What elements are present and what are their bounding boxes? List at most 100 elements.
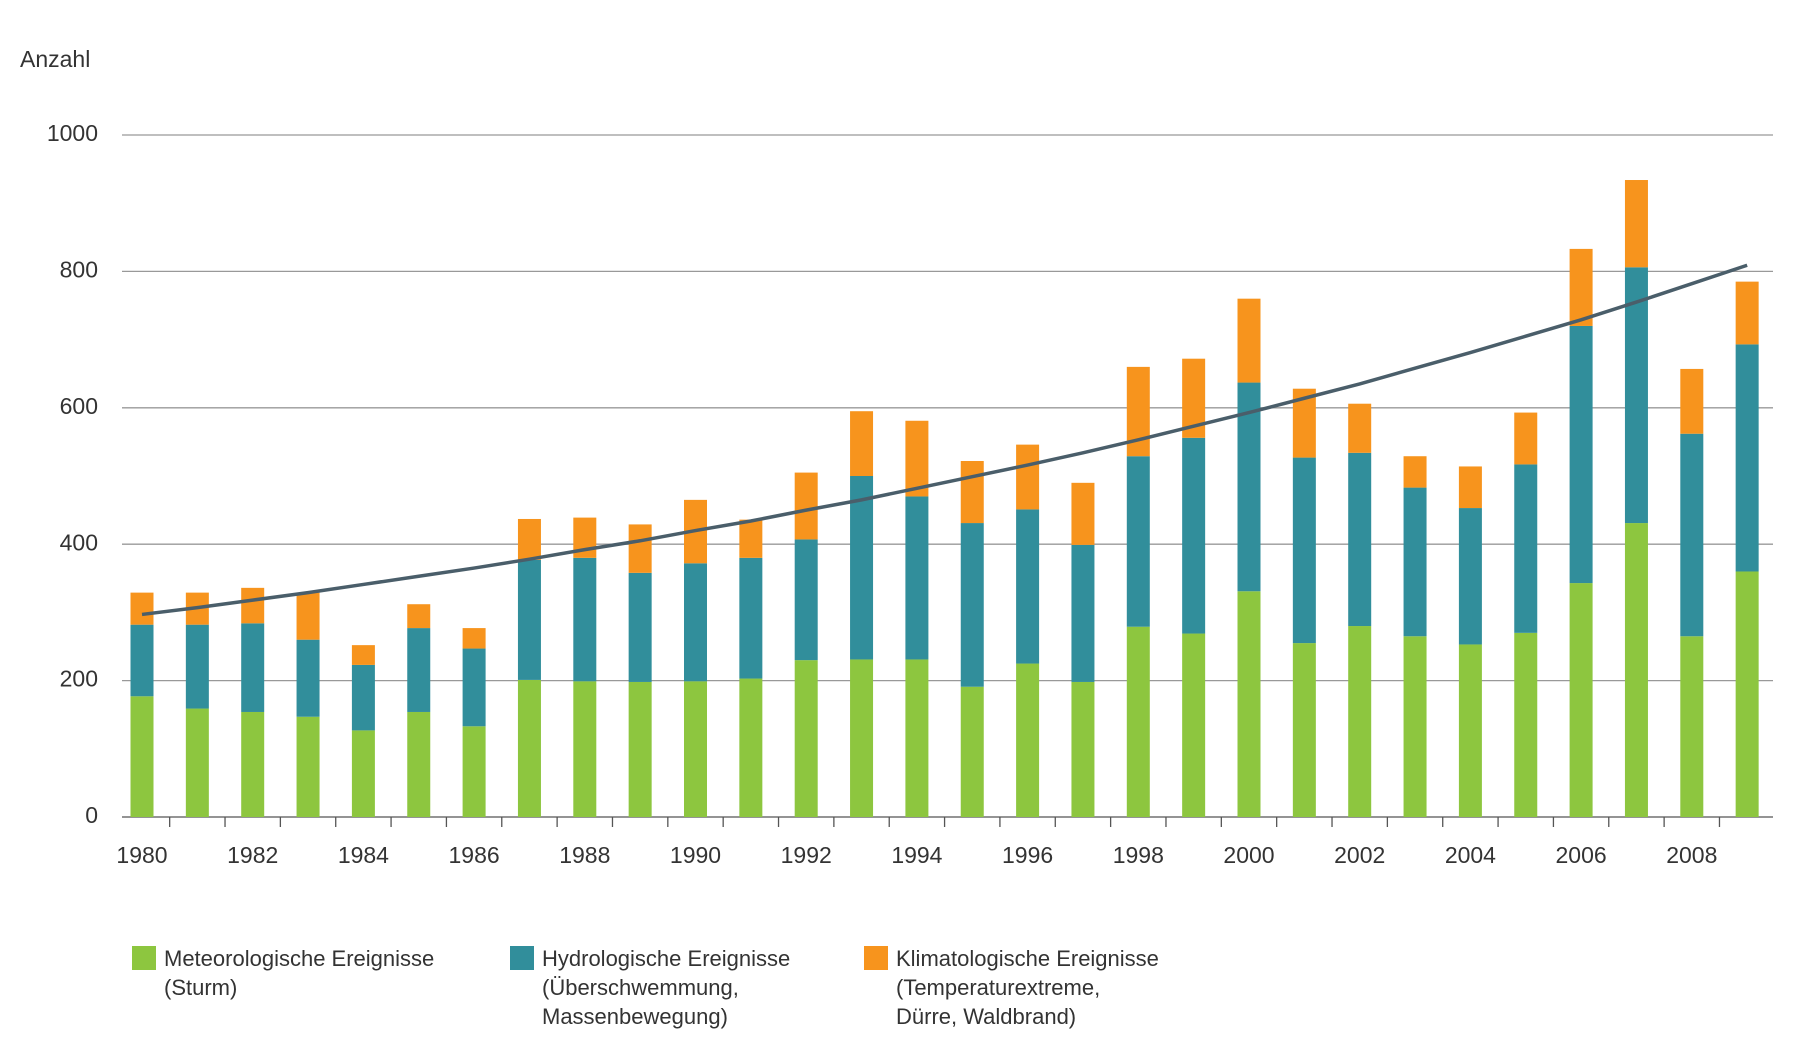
bar-segment — [739, 519, 763, 558]
bar-segment — [1126, 456, 1150, 627]
bar-segment — [407, 604, 431, 629]
bar-segment — [1071, 482, 1095, 545]
bar-segment — [241, 587, 265, 624]
bar-segment — [1735, 344, 1759, 572]
x-tick-label: 1994 — [891, 842, 942, 868]
legend-item: Meteorologische Ereignisse (Sturm) — [132, 944, 434, 1002]
x-tick-label: 1998 — [1113, 842, 1164, 868]
x-tick-label: 2002 — [1334, 842, 1385, 868]
bar-segment — [1237, 591, 1261, 817]
bar-segment — [573, 681, 597, 817]
bar-segment — [351, 664, 375, 731]
bar-segment — [1680, 636, 1704, 817]
x-tick-label: 2000 — [1223, 842, 1274, 868]
bar-segment — [794, 539, 818, 661]
bar-segment — [1182, 358, 1206, 438]
bar-segment — [517, 559, 541, 680]
x-tick-label: 1992 — [781, 842, 832, 868]
bar-segment — [517, 679, 541, 817]
bar-segment — [1348, 626, 1372, 817]
bar-segment — [1569, 248, 1593, 326]
bar-segment — [1735, 571, 1759, 817]
bar-segment — [241, 711, 265, 817]
bar-segment — [1569, 325, 1593, 584]
bar-segment — [1624, 523, 1648, 817]
bar-segment — [850, 659, 874, 817]
bar-segment — [1016, 444, 1040, 510]
y-tick-label: 1000 — [47, 120, 98, 146]
bar-segment — [462, 726, 486, 817]
y-tick-label: 200 — [60, 666, 98, 692]
bar-segment — [1182, 633, 1206, 817]
bar-segment — [351, 730, 375, 817]
bar-segment — [794, 472, 818, 540]
bar-segment — [130, 696, 154, 817]
bar-segment — [185, 708, 209, 817]
bar-segment — [960, 686, 984, 817]
x-tick-label: 1980 — [116, 842, 167, 868]
legend-swatch — [864, 946, 888, 970]
bar-segment — [1403, 636, 1427, 817]
bar-segment — [905, 659, 929, 817]
bar-segment — [1458, 466, 1482, 509]
bar-segment — [351, 645, 375, 665]
legend-label: Klimatologische Ereignisse (Temperaturex… — [896, 946, 1159, 1029]
legend-swatch — [510, 946, 534, 970]
bar-segment — [462, 628, 486, 649]
y-tick-label: 600 — [60, 393, 98, 419]
y-tick-label: 400 — [60, 529, 98, 555]
bar-segment — [1348, 452, 1372, 627]
bar-segment — [1071, 681, 1095, 817]
bar-segment — [960, 460, 984, 524]
x-tick-label: 1988 — [559, 842, 610, 868]
y-tick-label: 800 — [60, 256, 98, 282]
bar-segment — [296, 639, 320, 717]
x-tick-label: 1984 — [338, 842, 389, 868]
bar-segment — [1403, 487, 1427, 637]
bar-segment — [628, 524, 652, 573]
bar-segment — [1016, 509, 1040, 664]
bar-segment — [185, 624, 209, 709]
bar-segment — [1182, 437, 1206, 634]
bar-segment — [1624, 180, 1648, 268]
x-tick-label: 1990 — [670, 842, 721, 868]
bar-segment — [1237, 382, 1261, 592]
bar-segment — [1458, 508, 1482, 645]
legend-item: Klimatologische Ereignisse (Temperaturex… — [864, 944, 1159, 1031]
bar-segment — [1569, 583, 1593, 817]
bar-segment — [241, 623, 265, 712]
bar-segment — [1514, 464, 1538, 633]
bar-segment — [1624, 267, 1648, 524]
bar-segment — [1016, 663, 1040, 817]
bar-segment — [850, 476, 874, 660]
y-axis-label: Anzahl — [20, 46, 90, 72]
bar-segment — [1403, 456, 1427, 488]
bar-segment — [573, 557, 597, 682]
legend-item: Hydrologische Ereignisse (Überschwemmung… — [510, 944, 790, 1031]
legend-label: Meteorologische Ereignisse (Sturm) — [164, 946, 435, 1000]
bar-segment — [684, 681, 707, 817]
bar-segment — [407, 628, 431, 712]
bar-segment — [130, 592, 154, 625]
bar-segment — [1292, 388, 1316, 458]
x-tick-label: 2004 — [1445, 842, 1496, 868]
bar-segment — [794, 660, 818, 817]
bar-segment — [1071, 544, 1095, 682]
bar-segment — [1292, 457, 1316, 644]
bar-segment — [905, 496, 929, 660]
bar-segment — [1292, 643, 1316, 817]
x-tick-label: 1996 — [1002, 842, 1053, 868]
trend-line — [141, 263, 1748, 617]
bar-segment — [1514, 632, 1538, 817]
bar-segment — [684, 563, 707, 682]
x-tick-label: 2006 — [1556, 842, 1607, 868]
bar-segment — [850, 411, 874, 476]
bar-segment — [407, 711, 431, 817]
bar-segment — [296, 592, 320, 640]
bar-segment — [739, 557, 763, 679]
bar-segment — [1126, 366, 1150, 457]
bar-segment — [628, 681, 652, 817]
bar-segment — [1348, 403, 1372, 453]
